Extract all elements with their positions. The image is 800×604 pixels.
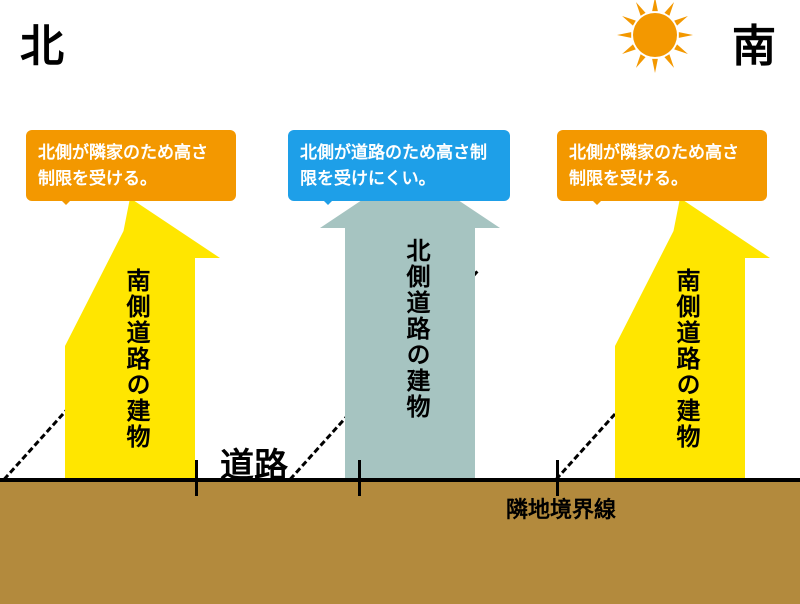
ground-line	[0, 478, 800, 482]
building-2-label: 北側道路の建物	[398, 238, 433, 420]
road-label: 道路	[220, 438, 288, 487]
ground-fill	[0, 482, 800, 604]
callout-1: 北側が隣家のため高さ制限を受ける。	[26, 130, 236, 201]
building-1-label: 南側道路の建物	[118, 268, 153, 450]
tick-3	[556, 460, 559, 496]
tick-2	[358, 460, 361, 496]
tick-1	[195, 460, 198, 496]
callout-2: 北側が道路のため高さ制限を受けにくい。	[288, 130, 510, 201]
boundary-label: 隣地境界線	[506, 492, 616, 524]
compass-south: 南	[732, 10, 776, 74]
building-3-label: 南側道路の建物	[668, 268, 703, 450]
sun-icon	[610, 0, 700, 80]
callout-3: 北側が隣家のため高さ制限を受ける。	[557, 130, 767, 201]
compass-north: 北	[20, 10, 64, 74]
